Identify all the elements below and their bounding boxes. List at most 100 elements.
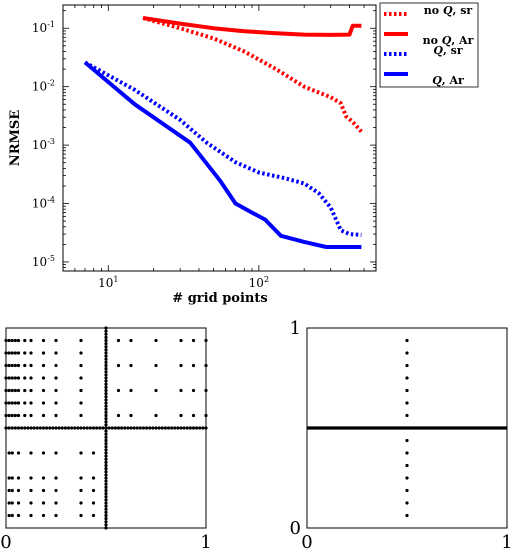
grid-point	[116, 388, 121, 393]
grid-point	[10, 476, 14, 480]
grid-point	[204, 363, 208, 368]
grid-point	[107, 426, 111, 430]
grid-point	[405, 376, 409, 380]
grid-point	[405, 463, 409, 468]
grid-point	[405, 401, 409, 405]
grid-point	[154, 388, 158, 393]
x-tick-label: 0	[301, 532, 312, 553]
grid-point	[91, 426, 96, 430]
grid-point	[54, 363, 58, 368]
grid-point	[126, 426, 130, 430]
grid-point	[10, 501, 14, 505]
reduced-grid-plot: 0 1 0 1	[290, 318, 513, 553]
grid-point	[16, 501, 21, 505]
grid-point	[154, 426, 158, 430]
x-tick-label: 1	[501, 532, 512, 553]
grid-point	[104, 520, 108, 524]
error-convergence-plot: 101 102 10-5 10-4 10-3 10-2 10-1 # grid points…	[8, 2, 479, 306]
grid-point	[104, 392, 108, 396]
legend-label-4: Q, Ar	[432, 74, 464, 87]
grid-point	[110, 426, 114, 430]
grid-point	[16, 451, 21, 455]
grid-point	[51, 426, 55, 430]
grid-point	[116, 363, 121, 368]
grid-point	[104, 492, 108, 496]
grid-point	[104, 495, 108, 499]
grid-point	[79, 426, 83, 430]
x-tick-label: 1	[200, 532, 211, 553]
grid-point	[104, 473, 108, 477]
grid-point	[104, 470, 108, 474]
grid-point	[4, 426, 8, 430]
grid-point	[104, 451, 108, 455]
grid-point	[104, 367, 108, 371]
grid-point	[195, 426, 199, 430]
grid-point	[116, 338, 121, 343]
grid-point	[185, 426, 189, 430]
grid-point	[104, 345, 108, 349]
grid-point	[13, 388, 17, 393]
grid-point	[29, 476, 33, 480]
grid-point	[63, 426, 67, 430]
grid-point	[104, 513, 108, 518]
grid-point	[41, 501, 46, 505]
grid-point	[10, 426, 14, 430]
grid-point	[13, 426, 17, 430]
grid-point	[41, 513, 46, 518]
grid-point	[85, 426, 89, 430]
grid-point	[405, 488, 409, 493]
grid-point	[79, 513, 83, 518]
grid-point	[54, 338, 58, 343]
grid-point	[7, 338, 11, 343]
grid-point	[79, 388, 83, 393]
grid-point	[4, 351, 8, 355]
grid-point	[16, 363, 21, 368]
grid-point	[198, 426, 202, 430]
grid-point	[129, 388, 133, 393]
grid-point	[104, 432, 108, 436]
grid-point	[38, 426, 42, 430]
grid-point	[73, 426, 77, 430]
grid-point	[29, 363, 33, 368]
grid-point	[160, 426, 164, 430]
grid-point	[104, 488, 108, 493]
grid-point	[7, 413, 11, 418]
grid-point	[29, 501, 33, 505]
y-tick-label: 10-4	[32, 196, 55, 211]
grid-point	[79, 501, 83, 505]
grid-point	[23, 338, 27, 343]
grid-point	[41, 388, 46, 393]
grid-point	[10, 388, 14, 393]
grid-point	[13, 338, 17, 343]
grid-point	[104, 476, 108, 480]
grid-point	[104, 485, 108, 489]
grid-point	[104, 376, 108, 380]
grid-point	[104, 373, 108, 377]
series-line-1	[142, 16, 363, 133]
grid-point	[41, 376, 46, 380]
x-axis-label: # grid points	[172, 291, 267, 306]
grid-point	[405, 451, 409, 455]
grid-point	[10, 513, 14, 518]
grid-point	[79, 488, 83, 493]
grid-point	[13, 413, 17, 418]
grid-point	[104, 457, 108, 461]
grid-point	[82, 426, 86, 430]
grid-point	[104, 426, 108, 430]
grid-point	[7, 426, 11, 430]
grid-point	[4, 413, 8, 418]
grid-point	[101, 426, 105, 430]
x-tick-label: 102	[249, 275, 269, 290]
grid-point	[104, 501, 108, 505]
grid-point	[16, 401, 21, 405]
grid-point	[91, 451, 96, 455]
grid-point	[104, 351, 108, 355]
grid-point	[91, 488, 96, 493]
grid-point	[191, 363, 196, 368]
grid-point	[104, 326, 108, 330]
grid-point	[48, 426, 52, 430]
grid-point	[54, 476, 58, 480]
grid-point	[104, 354, 108, 358]
grid-point	[204, 388, 208, 393]
grid-point	[204, 413, 208, 418]
